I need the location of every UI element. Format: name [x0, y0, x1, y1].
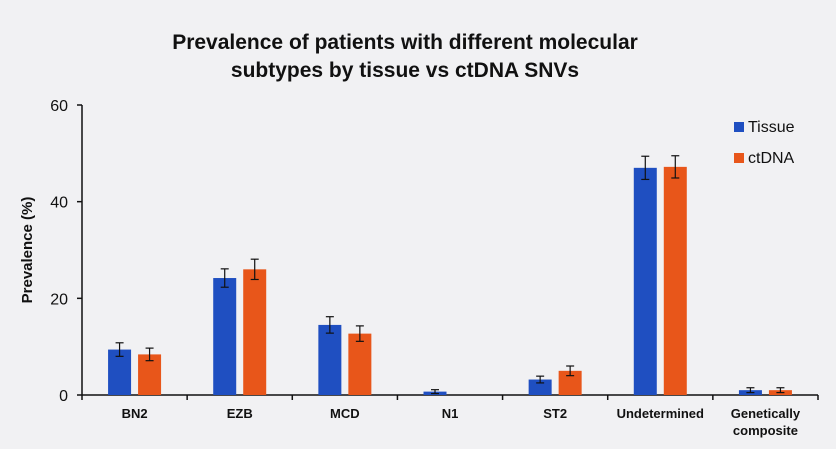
bar-tissue-2	[318, 324, 342, 395]
legend-label-ctdna: ctDNA	[748, 150, 795, 167]
x-category-label: EZB	[227, 406, 253, 421]
bar-tissue-0	[108, 349, 132, 395]
y-axis-label: Prevalence (%)	[19, 197, 36, 304]
legend-swatch-tissue	[734, 122, 744, 132]
x-category-label: Undetermined	[617, 406, 704, 421]
bar-ctdna-5	[663, 166, 687, 395]
bar-tissue-4	[528, 379, 552, 395]
bar-ctdna-2	[348, 333, 372, 395]
x-category-label: MCD	[330, 406, 360, 421]
chart-title-line: Prevalence of patients with different mo…	[172, 31, 638, 54]
chart-title-line: subtypes by tissue vs ctDNA SNVs	[231, 59, 579, 82]
bar-tissue-1	[213, 278, 237, 395]
bar-tissue-5	[633, 167, 657, 395]
x-category-label: ST2	[543, 406, 567, 421]
bar-ctdna-1	[243, 269, 267, 395]
y-tick-label: 60	[50, 98, 68, 115]
x-category-label: BN2	[122, 406, 148, 421]
y-tick-label: 20	[50, 291, 68, 308]
legend-swatch-ctdna	[734, 153, 744, 163]
x-category-label: N1	[442, 406, 459, 421]
y-tick-label: 40	[50, 195, 68, 212]
x-category-label: Genetically	[731, 406, 801, 421]
legend-label-tissue: Tissue	[748, 119, 795, 136]
bar-ctdna-4	[558, 370, 582, 395]
x-category-label: composite	[733, 423, 798, 438]
y-tick-label: 0	[59, 388, 68, 405]
bar-ctdna-0	[138, 354, 162, 395]
